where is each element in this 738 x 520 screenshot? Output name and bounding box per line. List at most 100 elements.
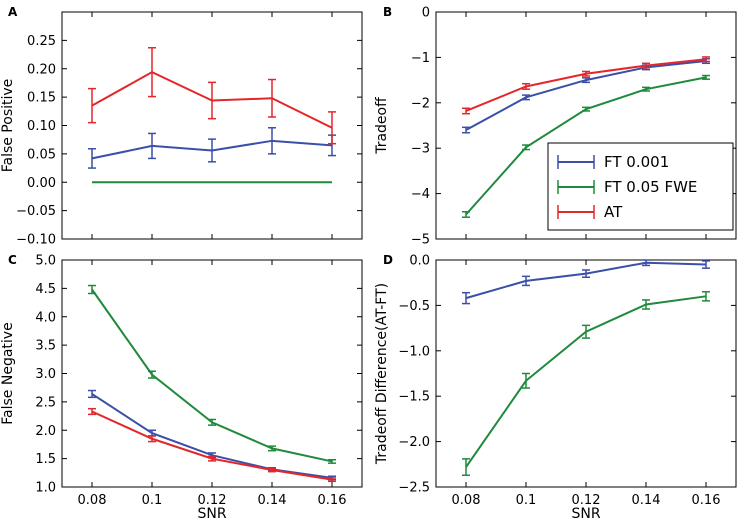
error-bar [462,126,470,134]
error-bar [522,372,530,389]
error-bar [268,78,276,118]
y-axis-label: False Negative [0,322,16,424]
y-tick-label: −2.0 [398,435,430,450]
panel-letter: A [8,5,18,19]
error-bar [462,458,470,476]
y-tick-label: 1.5 [35,452,56,467]
y-tick-label: −0.05 [16,204,56,219]
x-axis-label: SNR [197,506,226,520]
y-tick-label: −0.5 [398,299,430,314]
error-bar [208,81,216,120]
error-bar [702,74,710,80]
panel-d: D −2.5 −2.0 −1.5 −1.0 −0.5 0.0 0.08 0.1 0.12 0.14 0… [374,253,737,520]
x-tick-label: 0.1 [516,493,537,508]
series-ft-0-001 [462,58,710,134]
series-ft-0-001 [88,127,336,169]
series-line [91,288,333,463]
x-tick-label: 0.1 [142,493,163,508]
x-tick-label: 0.12 [198,493,227,508]
panel-letter: D [383,253,393,267]
error-bar [582,106,590,112]
legend-item: AT [557,203,623,221]
series-at [462,56,710,115]
x-tick-label: 0.16 [318,493,347,508]
y-tick-label: 4.0 [35,310,56,325]
x-tick-label: 0.08 [78,493,107,508]
legend-item: FT 0.05 FWE [557,178,697,196]
series-at [88,407,336,483]
error-bar [522,144,530,151]
error-bar [268,127,276,155]
y-tick-label: 0.20 [27,62,56,77]
y-tick-label: 0.10 [27,119,56,134]
error-bar [702,260,710,269]
error-bar [642,86,650,92]
y-tick-label: 0 [422,6,430,21]
y-tick-label: −2 [411,96,430,111]
series-line [465,261,707,300]
y-tick-label: −4 [411,187,430,202]
series-at [88,47,336,145]
panel-letter: C [8,253,17,267]
y-tick-label: −3 [411,142,430,157]
y-tick-label: 4.5 [35,282,56,297]
error-bar [522,94,530,101]
error-bar [702,56,710,63]
x-tick-label: 0.12 [572,493,601,508]
x-tick-label: 0.08 [452,493,481,508]
y-axis-label: Tradeoff Difference(AT-FT) [374,283,390,465]
x-tick-label: 0.16 [692,493,721,508]
error-bar [148,47,156,98]
y-axis-label: False Positive [0,79,16,173]
y-tick-label: 5.0 [35,254,56,269]
legend-label: AT [604,203,623,221]
error-bar [88,87,96,124]
y-tick-label: 0.05 [27,147,56,162]
error-bar [462,107,470,115]
error-bar [208,455,216,462]
error-bar [522,82,530,90]
error-bar [148,370,156,379]
error-bar [522,275,530,287]
x-tick-label: 0.14 [258,493,287,508]
panel-letter: B [383,5,392,19]
series-ft-0-001 [88,389,336,481]
y-tick-label: 3.0 [35,367,56,382]
legend-item: FT 0.001 [557,153,669,171]
y-tick-label: −1.0 [398,344,430,359]
y-tick-label: 1.0 [35,481,56,496]
error-bar [328,477,336,483]
y-tick-label: −1 [411,51,430,66]
y-tick-label: 0.15 [27,91,56,106]
x-axis-label: SNR [571,506,600,520]
error-bar [462,291,470,305]
y-tick-label: 0.00 [27,176,56,191]
x-tick-label: 0.14 [632,493,661,508]
legend: FT 0.001 FT 0.05 FWE AT [547,142,734,231]
error-bar [268,467,276,473]
y-tick-label: −0.10 [16,233,56,248]
series-ft-0-05-fwe [462,74,710,218]
series-line [91,393,333,479]
error-bar [328,111,336,145]
y-tick-label: −1.5 [398,390,430,405]
y-tick-label: 0.0 [409,254,430,269]
y-tick-label: −2.5 [398,481,430,496]
legend-label: FT 0.05 FWE [604,178,697,196]
series-ft-0-05-fwe [88,284,336,464]
error-bar [702,291,710,302]
error-bar [208,138,216,163]
error-bar [642,62,650,69]
error-bar [462,211,470,218]
y-tick-label: 2.0 [35,424,56,439]
error-bar [582,324,590,339]
error-bar [642,259,650,267]
error-bar [582,77,590,84]
series-ft-0-05-fwe [462,291,710,476]
error-bar [148,132,156,160]
error-bar [268,445,276,452]
series-ft-0-001 [462,259,710,305]
y-tick-label: 3.5 [35,339,56,354]
error-bar [88,148,96,169]
